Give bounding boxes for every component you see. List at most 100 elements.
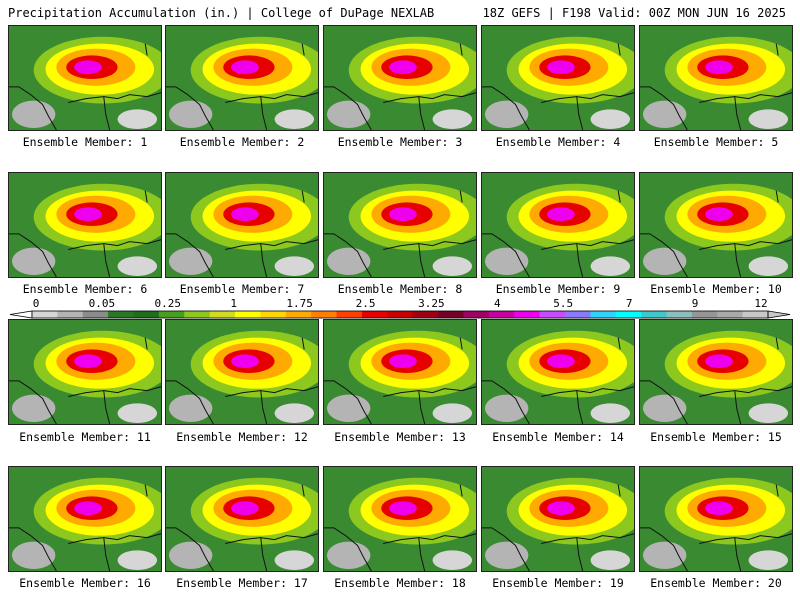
ensemble-map-6 <box>8 172 162 278</box>
colorbar-right-arrow <box>767 310 791 319</box>
valid-time-label: 18Z GEFS | F198 Valid: 00Z MON JUN 16 20… <box>482 6 786 20</box>
precip-map-image <box>9 467 161 571</box>
ensemble-map-16 <box>8 466 162 572</box>
precip-map-image <box>9 320 161 424</box>
ensemble-member-caption: Ensemble Member: 13 <box>334 430 466 444</box>
colorbar-segment <box>691 311 718 318</box>
ensemble-member-caption: Ensemble Member: 14 <box>492 430 624 444</box>
colorbar-tick-label: 2.5 <box>356 297 376 310</box>
ensemble-map-18 <box>323 466 477 572</box>
precip-map-image <box>640 467 792 571</box>
precip-map-image <box>166 26 318 130</box>
precip-map-image <box>482 320 634 424</box>
colorbar-segment <box>463 311 490 318</box>
ensemble-member-caption: Ensemble Member: 15 <box>650 430 782 444</box>
colorbar-segment <box>539 311 566 318</box>
precip-map-image <box>9 173 161 277</box>
precip-map-image <box>640 173 792 277</box>
ensemble-map-2 <box>165 25 319 131</box>
precip-map-image <box>640 26 792 130</box>
colorbar-tick-label: 7 <box>626 297 633 310</box>
colorbar-segment <box>615 311 642 318</box>
colorbar-segment <box>260 311 287 318</box>
precip-map-image <box>482 467 634 571</box>
colorbar-tick-label: 1 <box>230 297 237 310</box>
colorbar-segment <box>311 311 337 318</box>
colorbar-segment <box>361 311 388 318</box>
ensemble-map-5 <box>639 25 793 131</box>
precip-map-image <box>640 320 792 424</box>
precip-map-image <box>166 173 318 277</box>
ensemble-map-4 <box>481 25 635 131</box>
colorbar-segment <box>133 311 160 318</box>
ensemble-member-caption: Ensemble Member: 7 <box>179 282 305 296</box>
ensemble-map-20 <box>639 466 793 572</box>
ensemble-member-caption: Ensemble Member: 1 <box>22 135 148 149</box>
ensemble-member-caption: Ensemble Member: 8 <box>337 282 463 296</box>
colorbar-tick-label: 0 <box>33 297 40 310</box>
colorbar-segment <box>387 311 414 318</box>
colorbar-tick-label: 9 <box>692 297 699 310</box>
ensemble-member-caption: Ensemble Member: 10 <box>650 282 782 296</box>
colorbar-segment <box>32 311 58 318</box>
ensemble-map-15 <box>639 319 793 425</box>
colorbar-segment <box>235 311 261 318</box>
precip-map-image <box>324 26 476 130</box>
colorbar-segment <box>209 311 236 318</box>
precip-colorbar: 0 0.05 0.25 1 1.75 2.5 3.25 4 5.5 7 9 12 <box>9 297 791 319</box>
precip-map-image <box>482 26 634 130</box>
ensemble-member-caption: Ensemble Member: 2 <box>179 135 305 149</box>
ensemble-map-8 <box>323 172 477 278</box>
chart-title: Precipitation Accumulation (in.) | Colle… <box>8 6 435 20</box>
colorbar-segment <box>488 311 515 318</box>
ensemble-map-19 <box>481 466 635 572</box>
ensemble-member-caption: Ensemble Member: 18 <box>334 576 466 590</box>
ensemble-member-caption: Ensemble Member: 16 <box>19 576 151 590</box>
colorbar-tick-label: 4 <box>494 297 501 310</box>
colorbar-segment <box>590 311 617 318</box>
ensemble-member-caption: Ensemble Member: 3 <box>337 135 463 149</box>
ensemble-member-caption: Ensemble Member: 5 <box>653 135 779 149</box>
colorbar-segment <box>742 311 769 318</box>
ensemble-map-12 <box>165 319 319 425</box>
colorbar-segment <box>641 311 667 318</box>
precip-map-image <box>324 320 476 424</box>
colorbar-segment <box>412 311 439 318</box>
precip-map-image <box>166 467 318 571</box>
colorbar-outline <box>31 310 769 319</box>
colorbar-segment <box>285 311 312 318</box>
colorbar-segment <box>82 311 109 318</box>
ensemble-member-caption: Ensemble Member: 6 <box>22 282 148 296</box>
colorbar-segment <box>57 311 84 318</box>
precip-map-image <box>9 26 161 130</box>
ensemble-member-caption: Ensemble Member: 12 <box>176 430 308 444</box>
colorbar-tick-label: 1.75 <box>286 297 313 310</box>
colorbar-segment <box>717 311 744 318</box>
ensemble-member-caption: Ensemble Member: 11 <box>19 430 151 444</box>
ensemble-member-caption: Ensemble Member: 19 <box>492 576 624 590</box>
colorbar-tick-label: 0.05 <box>89 297 116 310</box>
colorbar-left-arrow <box>9 310 33 319</box>
ensemble-map-3 <box>323 25 477 131</box>
colorbar-segment <box>158 311 185 318</box>
ensemble-map-13 <box>323 319 477 425</box>
ensemble-map-14 <box>481 319 635 425</box>
colorbar-segment <box>514 311 540 318</box>
colorbar-segment <box>184 311 211 318</box>
colorbar-segment <box>108 311 134 318</box>
ensemble-map-10 <box>639 172 793 278</box>
precip-map-image <box>166 320 318 424</box>
ensemble-map-7 <box>165 172 319 278</box>
colorbar-tick-label: 12 <box>754 297 767 310</box>
colorbar-tick-label: 3.25 <box>418 297 445 310</box>
ensemble-member-caption: Ensemble Member: 20 <box>650 576 782 590</box>
ensemble-member-caption: Ensemble Member: 9 <box>495 282 621 296</box>
ensemble-map-9 <box>481 172 635 278</box>
colorbar-segment <box>336 311 363 318</box>
precip-map-image <box>324 467 476 571</box>
colorbar-tick-label: 5.5 <box>553 297 573 310</box>
precip-map-image <box>482 173 634 277</box>
precip-map-image <box>324 173 476 277</box>
ensemble-map-17 <box>165 466 319 572</box>
colorbar-segment <box>666 311 693 318</box>
